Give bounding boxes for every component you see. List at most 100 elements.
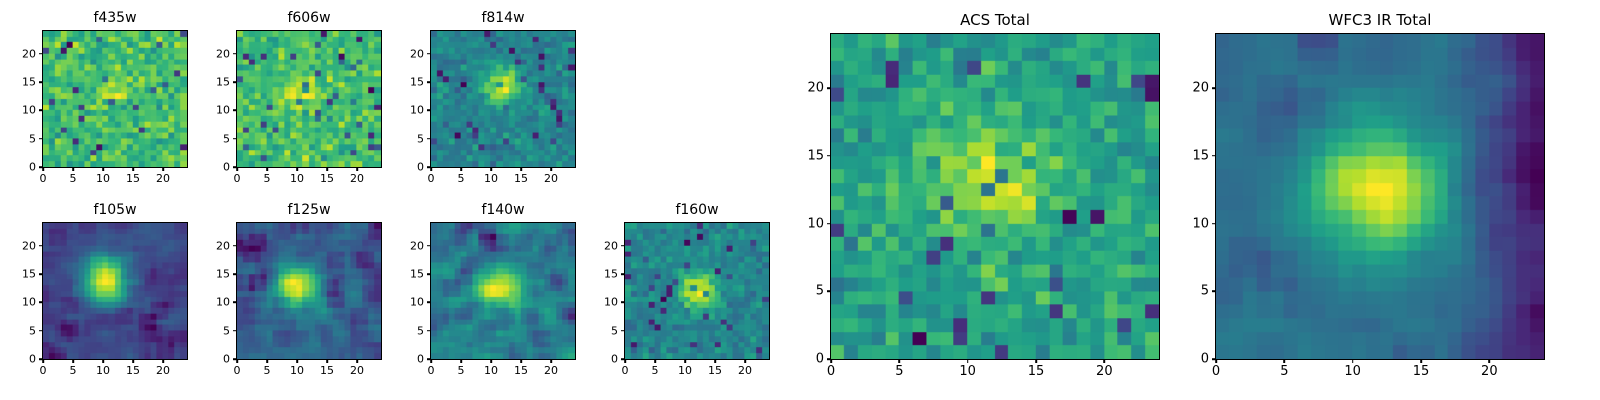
y-tick-mark (233, 301, 237, 304)
y-tick-mark (39, 244, 43, 247)
x-tick-label: 20 (544, 172, 558, 185)
x-tick-label: 5 (69, 172, 77, 185)
heatmap-canvas-f814w (431, 31, 575, 167)
x-tick-mark (236, 167, 238, 171)
y-tick-mark (427, 358, 431, 360)
x-tick-mark (550, 359, 552, 363)
y-tick-label: 10 (22, 295, 36, 309)
x-tick-label: 0 (427, 364, 435, 377)
panel-title-f105w: f105w (93, 202, 137, 218)
x-tick-mark (966, 359, 969, 363)
x-tick-mark (460, 359, 462, 363)
x-tick-mark (898, 359, 901, 363)
heatmap-canvas-f435w (43, 31, 187, 167)
panel-wfc3_ir_total: WFC3 IR Total 0 0 5 5 10 10 15 15 20 20 (1192, 11, 1545, 378)
panel-f435w: f435w 0 0 5 5 10 10 15 15 20 20 (22, 10, 188, 184)
y-tick-mark (233, 81, 237, 83)
x-tick-label: 10 (678, 364, 692, 377)
y-tick-mark (233, 166, 237, 168)
y-tick-label: 10 (410, 295, 424, 309)
y-tick-label: 5 (29, 132, 36, 146)
y-tick-label: 20 (216, 239, 230, 253)
y-tick-mark (427, 329, 431, 332)
heatmap-plot-f105w: 0 0 5 5 10 10 15 15 20 20 (22, 222, 188, 376)
y-tick-label: 5 (417, 132, 424, 146)
y-tick-label: 10 (1192, 216, 1209, 232)
y-tick-label: 20 (22, 47, 36, 61)
panel-f125w: f125w 0 0 5 5 10 10 15 15 20 20 (216, 202, 382, 376)
y-tick-label: 15 (410, 75, 424, 89)
x-tick-mark (714, 359, 716, 363)
x-tick-label: 10 (484, 364, 498, 377)
y-tick-mark (427, 166, 431, 168)
y-tick-mark (1212, 87, 1216, 89)
y-tick-mark (427, 273, 431, 275)
y-tick-mark (621, 329, 625, 332)
x-tick-mark (430, 167, 432, 171)
x-tick-label: 5 (1280, 364, 1289, 379)
y-tick-label: 10 (216, 295, 230, 309)
y-tick-label: 20 (410, 47, 424, 61)
y-tick-label: 15 (1192, 148, 1209, 164)
x-tick-label: 15 (708, 364, 722, 377)
x-tick-label: 0 (233, 172, 241, 185)
x-tick-label: 0 (1211, 364, 1221, 379)
heatmap-plot-f606w: 0 0 5 5 10 10 15 15 20 20 (216, 30, 382, 184)
x-tick-mark (236, 359, 238, 363)
x-tick-label: 5 (457, 172, 465, 185)
y-tick-mark (1212, 222, 1216, 225)
x-tick-label: 0 (621, 364, 629, 377)
x-tick-mark (744, 359, 746, 363)
y-tick-mark (233, 137, 237, 140)
heatmap-canvas-f160w (625, 223, 769, 359)
y-tick-label: 10 (216, 103, 230, 117)
y-tick-mark (39, 166, 43, 168)
y-tick-label: 20 (410, 239, 424, 253)
x-tick-mark (102, 167, 104, 171)
y-tick-label: 10 (410, 103, 424, 117)
y-tick-label: 15 (410, 267, 424, 281)
y-tick-label: 0 (29, 160, 36, 174)
x-tick-mark (72, 359, 74, 363)
x-tick-mark (102, 359, 104, 363)
x-tick-label: 0 (427, 172, 435, 185)
y-tick-mark (621, 301, 625, 304)
x-tick-label: 15 (1027, 364, 1045, 379)
x-tick-mark (1283, 359, 1286, 363)
y-tick-label: 10 (22, 103, 36, 117)
x-tick-mark (296, 167, 298, 171)
y-tick-label: 5 (611, 324, 618, 338)
x-tick-label: 15 (320, 364, 334, 377)
heatmap-canvas-f140w (431, 223, 575, 359)
y-tick-mark (233, 109, 237, 112)
y-tick-label: 20 (1192, 80, 1209, 96)
y-tick-label: 5 (223, 324, 230, 338)
x-tick-mark (296, 359, 298, 363)
x-tick-mark (162, 359, 164, 363)
y-tick-mark (827, 358, 831, 360)
y-tick-mark (39, 329, 43, 332)
y-tick-label: 20 (807, 80, 824, 96)
x-tick-mark (830, 359, 832, 363)
x-tick-label: 10 (484, 172, 498, 185)
y-tick-label: 20 (22, 239, 36, 253)
y-tick-label: 5 (815, 283, 824, 299)
x-tick-mark (1103, 359, 1106, 363)
y-tick-mark (827, 222, 831, 225)
x-tick-label: 0 (826, 364, 836, 379)
x-tick-mark (72, 167, 74, 171)
x-tick-label: 20 (544, 364, 558, 377)
y-tick-mark (233, 273, 237, 275)
x-tick-mark (132, 359, 134, 363)
x-tick-mark (550, 167, 552, 171)
x-tick-mark (1215, 359, 1217, 363)
panel-title-f606w: f606w (287, 10, 331, 26)
x-tick-label: 5 (263, 172, 271, 185)
x-tick-label: 0 (39, 364, 47, 377)
x-tick-mark (520, 359, 522, 363)
y-tick-mark (233, 244, 237, 247)
heatmap-plot-acs_total: 0 0 5 5 10 10 15 15 20 20 (807, 33, 1160, 378)
x-tick-label: 10 (96, 364, 110, 377)
x-tick-mark (490, 359, 492, 363)
y-tick-label: 0 (223, 160, 230, 174)
